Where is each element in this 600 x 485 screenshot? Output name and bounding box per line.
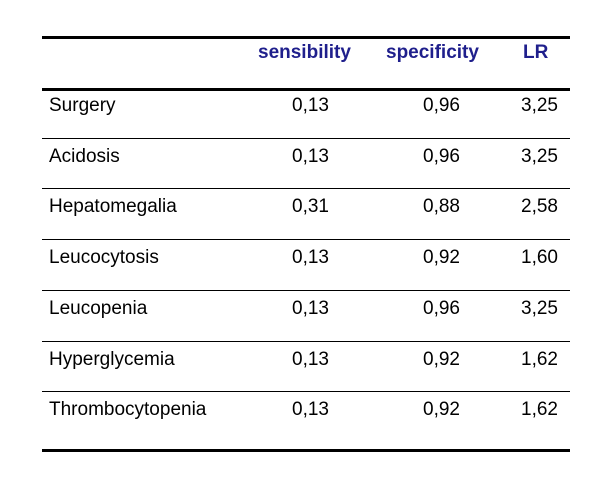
header-specificity: specificity bbox=[386, 42, 479, 63]
cell-lr: 3,25 bbox=[521, 145, 558, 167]
cell-sensibility: 0,13 bbox=[292, 95, 329, 116]
cell-sensibility: 0,13 bbox=[292, 297, 329, 319]
cell-sensibility: 0,13 bbox=[292, 348, 329, 370]
row-divider bbox=[42, 289, 570, 291]
row-label: Hyperglycemia bbox=[49, 348, 175, 370]
cell-lr: 1,62 bbox=[521, 399, 558, 421]
cell-sensibility: 0,13 bbox=[292, 247, 329, 269]
table-bottom-rule bbox=[42, 449, 570, 453]
cell-specificity: 0,92 bbox=[423, 247, 460, 269]
cell-lr: 3,25 bbox=[521, 297, 558, 319]
cell-lr: 1,62 bbox=[521, 348, 558, 370]
cell-specificity: 0,96 bbox=[423, 145, 460, 167]
header-lr: LR bbox=[523, 42, 549, 63]
cell-lr: 1,60 bbox=[521, 247, 558, 269]
row-label: Hepatomegalia bbox=[49, 196, 177, 218]
cell-lr: 2,58 bbox=[521, 196, 558, 218]
cell-lr: 3,25 bbox=[521, 95, 558, 116]
row-label: Surgery bbox=[49, 95, 116, 116]
header-sensibility: sensibility bbox=[258, 42, 351, 63]
row-label: Thrombocytopenia bbox=[49, 399, 207, 421]
cell-sensibility: 0,13 bbox=[292, 145, 329, 167]
row-label: Acidosis bbox=[49, 145, 120, 167]
cell-specificity: 0,92 bbox=[423, 399, 460, 421]
row-divider bbox=[42, 188, 570, 190]
row-divider bbox=[42, 137, 570, 139]
cell-sensibility: 0,13 bbox=[292, 399, 329, 421]
row-divider bbox=[42, 340, 570, 342]
row-label: Leucocytosis bbox=[49, 247, 159, 269]
row-divider bbox=[42, 391, 570, 393]
header-bottom-rule bbox=[42, 88, 570, 91]
row-divider bbox=[42, 239, 570, 241]
cell-specificity: 0,88 bbox=[423, 196, 460, 218]
table-top-rule bbox=[42, 36, 570, 39]
cell-specificity: 0,96 bbox=[423, 95, 460, 116]
cell-sensibility: 0,31 bbox=[292, 196, 329, 218]
cell-specificity: 0,92 bbox=[423, 348, 460, 370]
cell-specificity: 0,96 bbox=[423, 297, 460, 319]
row-label: Leucopenia bbox=[49, 297, 148, 319]
